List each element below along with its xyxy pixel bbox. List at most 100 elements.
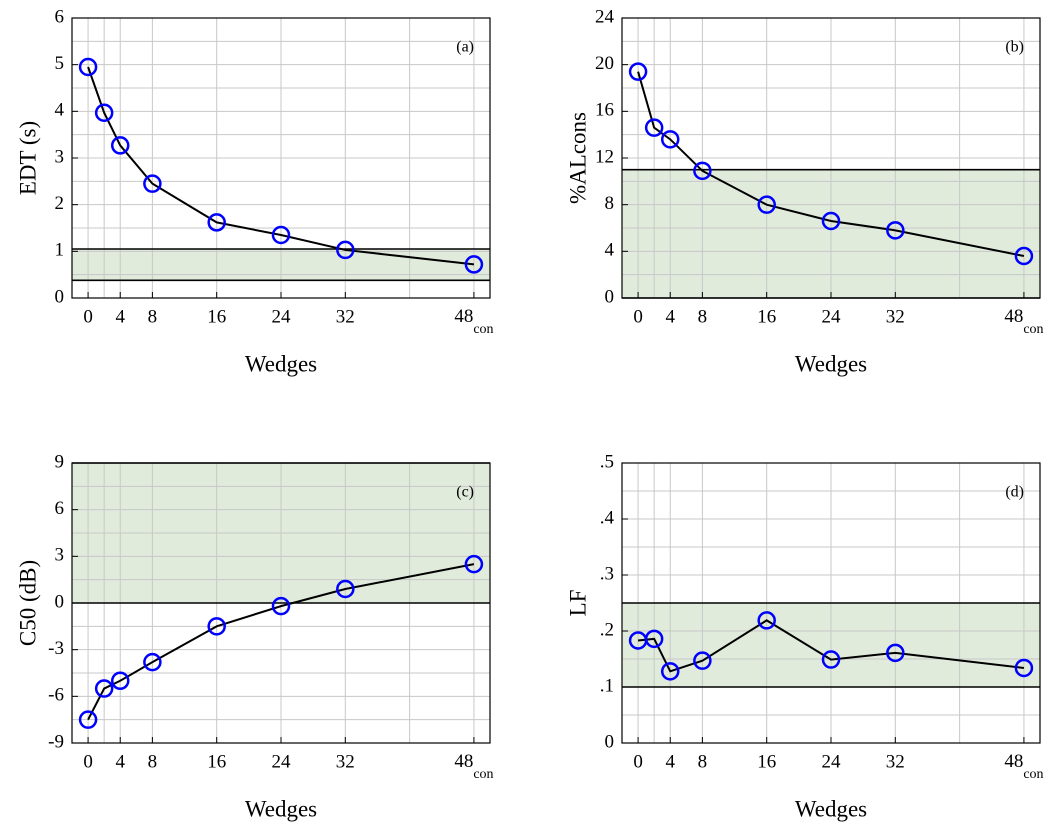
data-point — [110, 136, 130, 155]
y-tick-label: -6 — [48, 685, 64, 706]
x-tick-label: 24 — [822, 306, 842, 327]
x-tick-text: 48 — [1004, 306, 1023, 327]
x-tick-subscript: con — [1023, 767, 1043, 782]
data-point — [644, 629, 664, 649]
panel-label: (a) — [456, 39, 474, 56]
data-point — [464, 554, 484, 574]
y-axis-label: C50 (dB) — [15, 560, 40, 646]
x-tick-label: 16 — [207, 306, 226, 327]
y-tick-label: .2 — [600, 619, 614, 640]
data-point — [628, 62, 648, 81]
x-tick-label: 4 — [665, 751, 675, 772]
y-tick-label: 16 — [595, 100, 614, 121]
y-axis-label: %ALcons — [565, 112, 590, 204]
data-point — [660, 662, 680, 681]
data-point — [271, 596, 291, 616]
x-axis-label: Wedges — [795, 351, 867, 376]
x-axis-label: Wedges — [795, 796, 867, 821]
x-axis-label: Wedges — [245, 351, 317, 376]
x-tick-label: 32 — [336, 751, 355, 772]
y-tick-label: .3 — [600, 563, 614, 584]
data-point — [207, 213, 226, 232]
x-tick-label: 8 — [148, 751, 158, 772]
panel-label: (c) — [456, 484, 474, 501]
x-tick-label: 4 — [115, 306, 125, 327]
data-line — [637, 71, 1025, 257]
y-tick-label: .4 — [600, 507, 615, 528]
x-tick-label: 24 — [272, 306, 292, 327]
data-point — [336, 240, 355, 260]
data-point — [693, 651, 712, 670]
x-tick-label: 48con — [454, 306, 493, 337]
x-tick-label: 24 — [272, 751, 292, 772]
x-tick-text: 48 — [454, 751, 473, 772]
data-point — [271, 225, 291, 245]
y-tick-label: 12 — [595, 146, 614, 167]
data-point — [757, 195, 776, 214]
x-tick-label: 16 — [207, 751, 226, 772]
data-point — [94, 679, 114, 698]
data-point — [78, 57, 98, 77]
data-point — [660, 130, 680, 149]
y-tick-label: -3 — [48, 638, 64, 659]
data-point — [821, 650, 841, 669]
y-tick-label: .1 — [600, 675, 614, 696]
y-tick-label: 6 — [55, 6, 65, 27]
data-point — [78, 710, 98, 729]
panel-label: (d) — [1005, 484, 1024, 501]
x-tick-label: 4 — [665, 306, 675, 327]
panel-label: (b) — [1005, 39, 1024, 56]
data-point — [464, 255, 484, 274]
x-tick-label: 32 — [886, 306, 905, 327]
y-tick-label: 9 — [55, 451, 65, 472]
data-point — [757, 611, 776, 630]
data-point — [1014, 658, 1034, 678]
x-tick-label: 48con — [1004, 306, 1043, 337]
x-tick-text: 48 — [454, 306, 473, 327]
data-point — [886, 643, 905, 663]
x-tick-label: 0 — [633, 306, 643, 327]
y-tick-label: 8 — [605, 193, 615, 214]
x-tick-label: 0 — [83, 306, 93, 327]
x-tick-label: 4 — [115, 751, 125, 772]
y-tick-label: -9 — [48, 731, 64, 752]
data-point — [143, 652, 162, 672]
data-line — [87, 563, 475, 721]
y-tick-label: 5 — [55, 53, 65, 74]
data-point — [644, 118, 664, 137]
x-tick-label: 16 — [757, 751, 776, 772]
y-tick-label: 0 — [55, 286, 65, 307]
x-tick-label: 0 — [633, 751, 643, 772]
data-point — [207, 617, 226, 636]
x-tick-label: 8 — [698, 751, 708, 772]
y-tick-label: 3 — [55, 146, 65, 167]
y-tick-label: 2 — [55, 193, 65, 214]
y-axis-label: LF — [565, 590, 590, 617]
x-tick-text: 48 — [1004, 751, 1023, 772]
y-tick-label: 4 — [55, 100, 65, 121]
data-point — [821, 211, 841, 231]
y-tick-label: 0 — [605, 731, 615, 752]
x-tick-label: 24 — [822, 751, 842, 772]
y-tick-label: 24 — [595, 6, 615, 27]
data-point — [693, 161, 712, 181]
data-line — [637, 619, 1025, 673]
data-point — [94, 103, 114, 122]
x-tick-label: 8 — [698, 306, 708, 327]
x-axis-label: Wedges — [245, 796, 317, 821]
x-tick-subscript: con — [473, 767, 493, 782]
y-tick-label: 1 — [55, 240, 65, 261]
data-point — [886, 221, 905, 240]
x-tick-label: 32 — [336, 306, 355, 327]
x-tick-subscript: con — [473, 322, 493, 337]
y-tick-label: 0 — [55, 591, 65, 612]
y-tick-label: 4 — [605, 240, 615, 261]
x-tick-label: 48con — [1004, 751, 1043, 782]
data-point — [1014, 246, 1034, 266]
x-tick-label: 32 — [886, 751, 905, 772]
data-point — [110, 671, 130, 691]
